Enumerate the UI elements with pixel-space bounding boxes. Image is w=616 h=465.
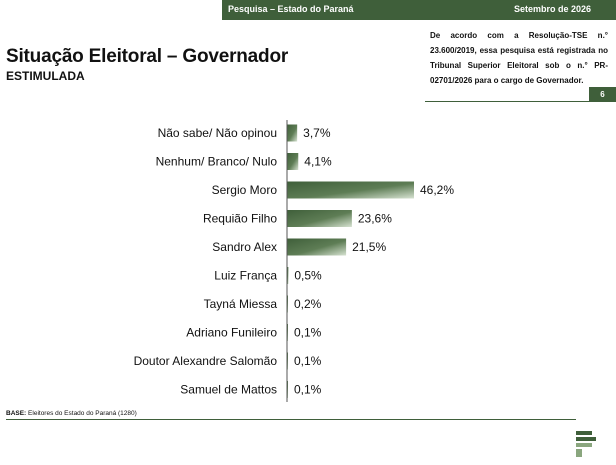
base-label: BASE: bbox=[6, 410, 27, 417]
value-label-sandro-alex: 21,5% bbox=[352, 240, 386, 254]
value-label-requiao-filho: 23,6% bbox=[358, 212, 392, 226]
category-label-nenhum-branco-nulo: Nenhum/ Branco/ Nulo bbox=[156, 155, 278, 169]
header-date-label: Setembro de 2026 bbox=[514, 4, 592, 14]
category-label-sergio-moro: Sergio Moro bbox=[212, 183, 278, 197]
bar-luiz-franca bbox=[287, 267, 289, 284]
chart-bars bbox=[287, 124, 414, 398]
header-bar bbox=[222, 0, 616, 20]
header-survey-label: Pesquisa – Estado do Paraná bbox=[228, 4, 354, 14]
value-label-samuel-de-mattos: 0,1% bbox=[294, 383, 322, 397]
notice-divider bbox=[425, 101, 616, 102]
category-label-samuel-de-mattos: Samuel de Mattos bbox=[180, 383, 277, 397]
bar-nenhum-branco-nulo bbox=[287, 153, 299, 170]
chart-value-labels: 3,7% 4,1% 46,2% 23,6% 21,5% 0,5% 0,2% 0,1% 0,1% 0… bbox=[294, 126, 454, 397]
category-label-tayna-miessa: Tayná Miessa bbox=[204, 297, 278, 311]
category-label-luiz-franca: Luiz França bbox=[214, 269, 277, 283]
value-label-doutor-alexandre-salomao: 0,1% bbox=[294, 354, 322, 368]
value-label-nao-sabe-nao-opinou: 3,7% bbox=[303, 126, 331, 140]
bar-requiao-filho bbox=[287, 210, 352, 227]
registration-notice: De acordo com a Resolução-TSE n.° 23.600… bbox=[430, 31, 608, 85]
chart-category-labels: Não sabe/ Não opinou Nenhum/ Branco/ Nulo… bbox=[134, 126, 278, 397]
brand-logo-icon bbox=[576, 431, 596, 457]
bar-sandro-alex bbox=[287, 238, 347, 256]
base-text: Eleitores do Estado do Paraná (1280) bbox=[28, 410, 137, 417]
value-label-luiz-franca: 0,5% bbox=[294, 269, 322, 283]
category-label-sandro-alex: Sandro Alex bbox=[212, 240, 277, 254]
value-label-sergio-moro: 46,2% bbox=[420, 183, 454, 197]
bar-sergio-moro bbox=[287, 181, 414, 199]
page-number: 6 bbox=[589, 87, 616, 102]
bar-nao-sabe-nao-opinou bbox=[287, 124, 298, 142]
base-note: BASE: Eleitores do Estado do Paraná (128… bbox=[6, 410, 137, 417]
page-subtitle: ESTIMULADA bbox=[6, 69, 85, 83]
category-label-nao-sabe-nao-opinou: Não sabe/ Não opinou bbox=[158, 126, 277, 140]
value-label-adriano-funileiro: 0,1% bbox=[294, 326, 322, 340]
base-divider bbox=[6, 419, 576, 420]
value-label-nenhum-branco-nulo: 4,1% bbox=[304, 155, 332, 169]
value-label-tayna-miessa: 0,2% bbox=[294, 297, 322, 311]
page-title: Situação Eleitoral – Governador bbox=[6, 46, 289, 67]
category-label-adriano-funileiro: Adriano Funileiro bbox=[186, 326, 277, 340]
category-label-requiao-filho: Requião Filho bbox=[203, 212, 277, 226]
category-label-doutor-alexandre-salomao: Doutor Alexandre Salomão bbox=[134, 354, 278, 368]
